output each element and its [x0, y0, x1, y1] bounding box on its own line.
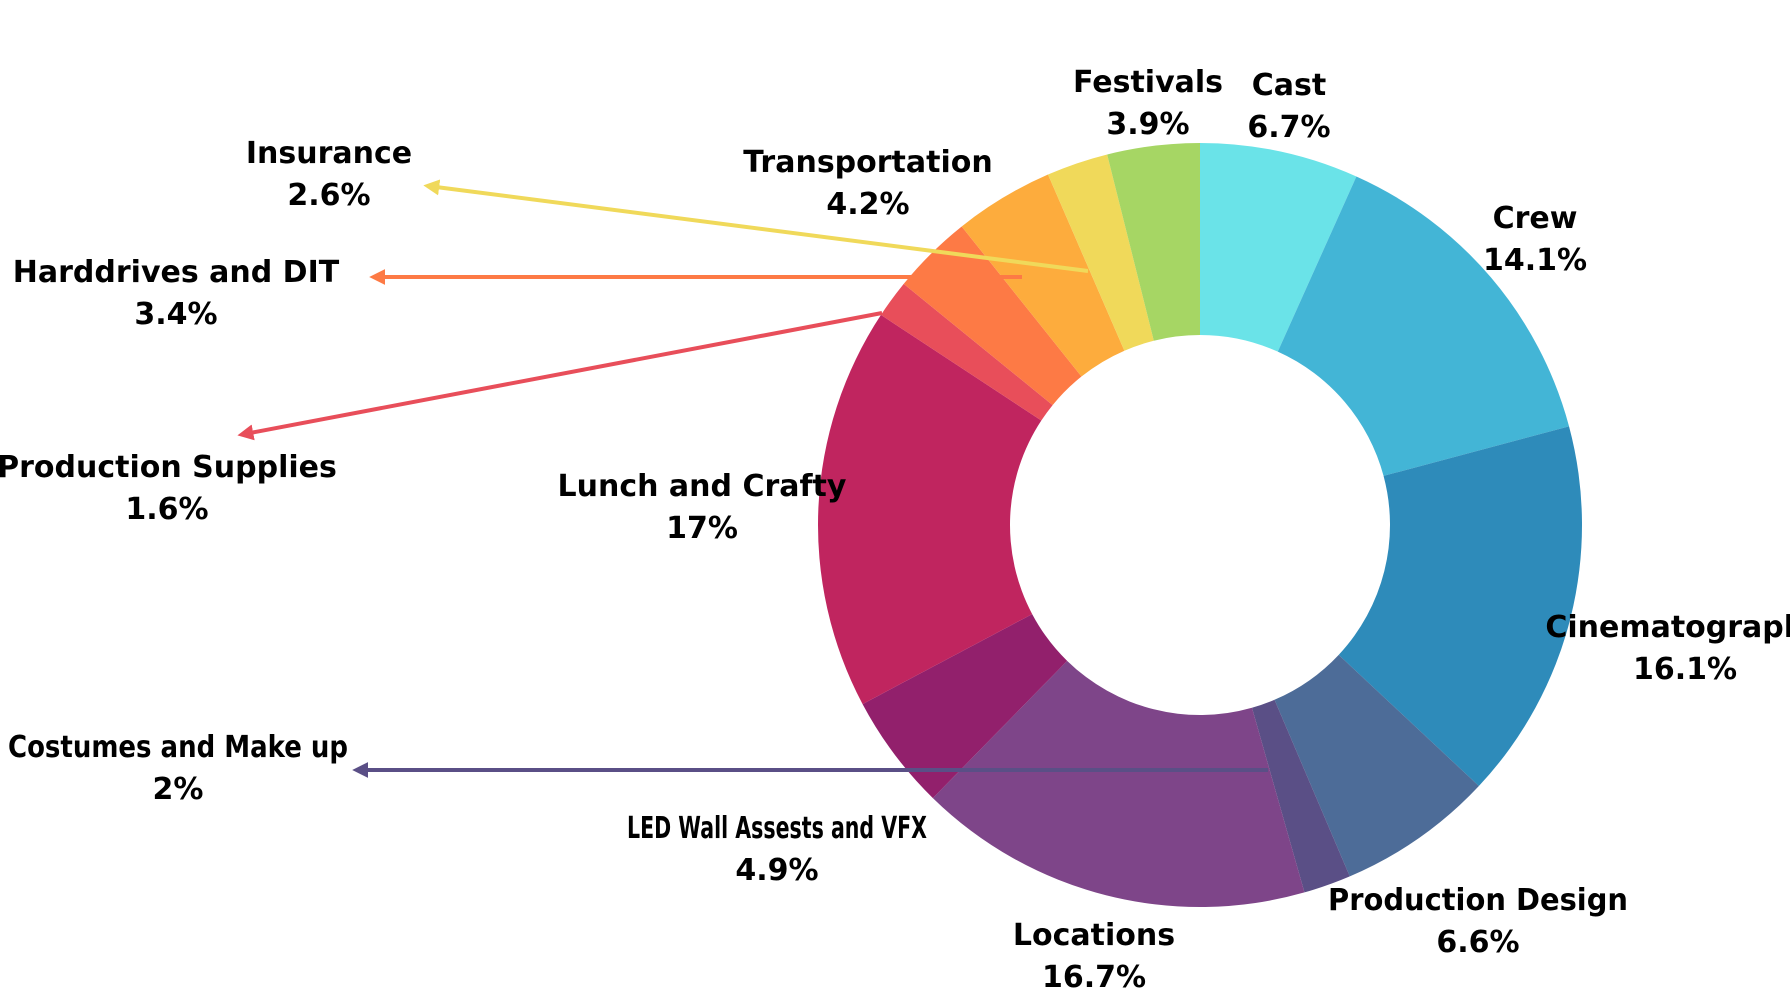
slice-cinematography	[1338, 426, 1582, 787]
slice-percentage-label: 1.6%	[125, 492, 208, 527]
slice-label: Transportation	[743, 145, 992, 180]
slice-percentage-label: 16.1%	[1633, 652, 1737, 687]
slice-production-design	[1274, 654, 1479, 877]
slice-transportation	[961, 174, 1125, 377]
slice-label: Costumes and Make up	[8, 730, 348, 765]
slice-label: Production Design	[1328, 883, 1628, 918]
slice-percentage-label: 3.9%	[1106, 107, 1189, 142]
slice-percentage-label: 4.2%	[826, 187, 909, 222]
slice-percentage-label: 6.6%	[1436, 925, 1519, 960]
slice-lunch-and-crafty	[817, 314, 1042, 705]
slice-percentage-label: 2.6%	[287, 178, 370, 213]
slice-label: Locations	[1013, 918, 1175, 953]
slice-festivals	[1107, 143, 1200, 341]
slice-cast	[1200, 143, 1357, 352]
slice-label: Crew	[1493, 201, 1578, 236]
slice-percentage-label: 17%	[666, 511, 738, 546]
slice-locations	[932, 660, 1305, 907]
slice-label: Production Supplies	[0, 450, 337, 485]
slice-label: Cinematography	[1545, 610, 1790, 645]
slice-crew	[1277, 176, 1570, 476]
slice-label: Lunch and Crafty	[558, 469, 847, 504]
leader-arrow-production-supplies	[237, 311, 883, 441]
slice-label: Insurance	[246, 136, 412, 171]
slice-percentage-label: 16.7%	[1042, 960, 1146, 995]
leader-arrow-insurance	[423, 179, 1089, 273]
slice-label: Festivals	[1073, 65, 1223, 100]
slice-label: Cast	[1252, 68, 1326, 103]
slice-label: Harddrives and DIT	[13, 255, 340, 290]
slice-insurance	[1048, 154, 1154, 351]
slice-percentage-label: 4.9%	[735, 853, 818, 888]
slice-percentage-label: 6.7%	[1247, 110, 1330, 145]
slice-percentage-label: 14.1%	[1483, 243, 1587, 278]
slice-led-wall-assests-and-vfx	[862, 614, 1068, 799]
slice-costumes-and-make-up	[1251, 699, 1350, 893]
slice-harddrives-and-dit	[903, 226, 1082, 406]
slice-percentage-label: 2%	[153, 772, 204, 807]
slice-percentage-label: 3.4%	[134, 297, 217, 332]
slice-label: LED Wall Assests and VFX	[627, 811, 927, 846]
slice-production-supplies	[880, 283, 1053, 421]
